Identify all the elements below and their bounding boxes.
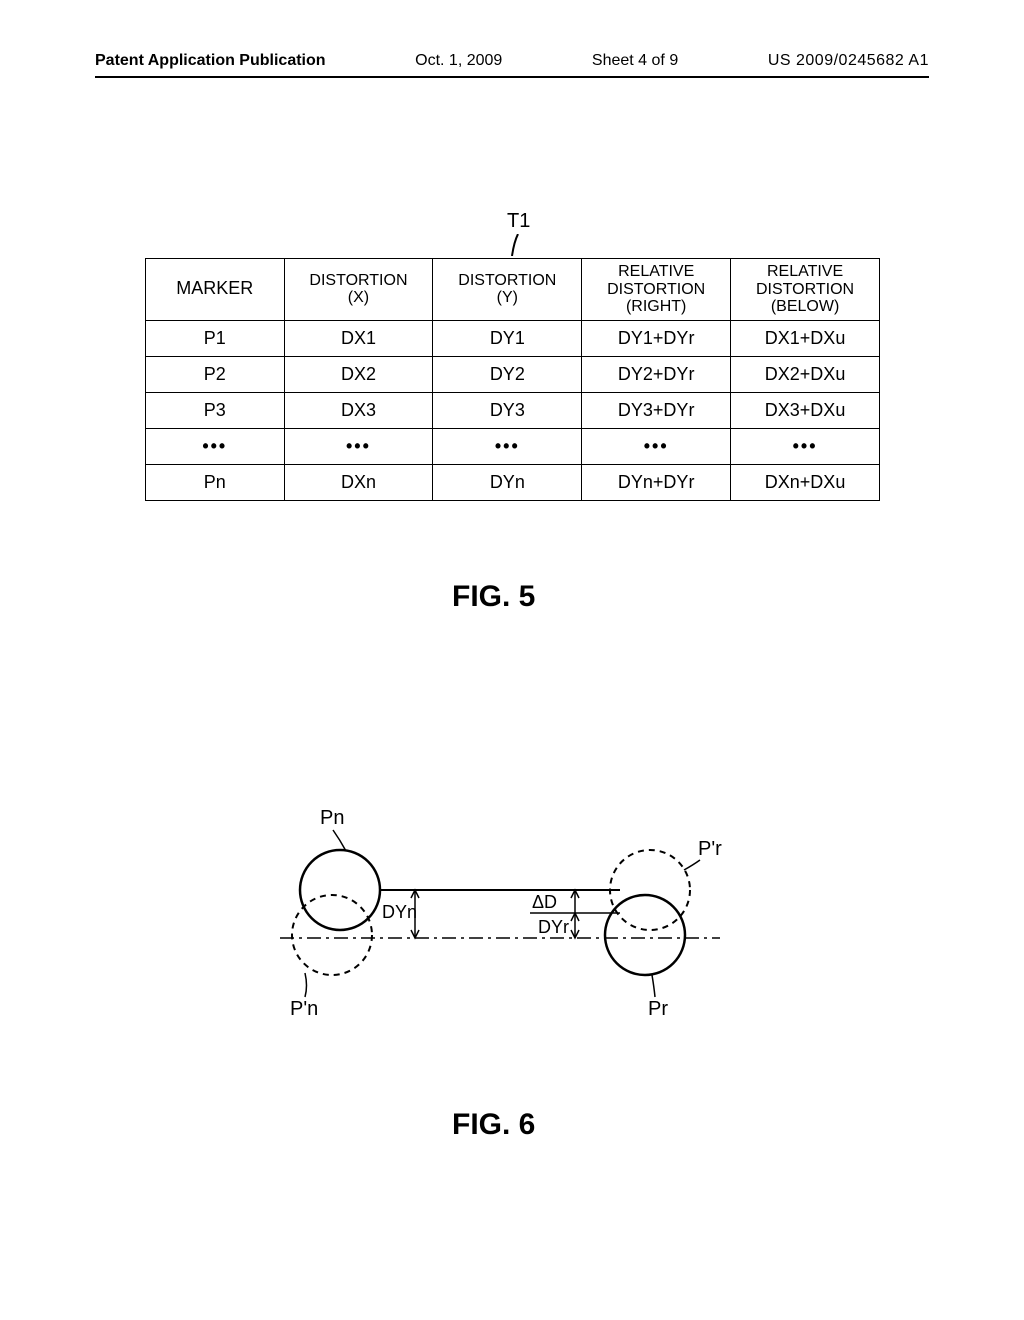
label-pr: Pr [648,998,668,1020]
marker-ppn-circle-icon [292,895,372,975]
leader-ppr-icon [684,860,700,870]
header-rule [95,76,929,78]
table-row: ••• ••• ••• ••• ••• [146,428,880,464]
figure-6-caption: FIG. 6 [452,1108,535,1142]
cell: DY1+DYr [582,320,731,356]
cell: DY3+DYr [582,392,731,428]
cell: DX1 [284,320,433,356]
cell: ••• [146,428,285,464]
col-relative-below: RELATIVE DISTORTION (BELOW) [731,259,880,321]
marker-pr-circle-icon [605,895,685,975]
label-dyn: DYn [382,902,417,922]
table-row: P1 DX1 DY1 DY1+DYr DX1+DXu [146,320,880,356]
sheet-number: Sheet 4 of 9 [592,52,678,70]
cell: DXn [284,464,433,500]
leader-pn-icon [333,830,346,851]
cell: DX3+DXu [731,392,880,428]
table-row: Pn DXn DYn DYn+DYr DXn+DXu [146,464,880,500]
cell: DX1+DXu [731,320,880,356]
label-ppr: P'r [698,838,722,860]
label-ppn: P'n [290,998,318,1020]
cell: DY2+DYr [582,356,731,392]
cell: DX2 [284,356,433,392]
header-row: Patent Application Publication Oct. 1, 2… [95,52,929,70]
page-header: Patent Application Publication Oct. 1, 2… [0,52,1024,78]
table-ref-label: T1 [507,210,530,233]
figure-6-diagram: Pn P'n DYn ΔD DYr P'r Pr [250,790,750,1040]
publication-title: Patent Application Publication [95,52,326,70]
cell: P3 [146,392,285,428]
cell: P2 [146,356,285,392]
label-dyr: DYr [538,917,569,937]
cell: DYn+DYr [582,464,731,500]
cell: DY1 [433,320,582,356]
table-header-row: MARKER DISTORTION (X) DISTORTION (Y) REL… [146,259,880,321]
cell: DY3 [433,392,582,428]
leader-ppn-icon [305,973,307,997]
cell: P1 [146,320,285,356]
cell: DX3 [284,392,433,428]
cell: DXn+DXu [731,464,880,500]
marker-ppr-circle-icon [610,850,690,930]
table-row: P3 DX3 DY3 DY3+DYr DX3+DXu [146,392,880,428]
cell: ••• [582,428,731,464]
distortion-table: MARKER DISTORTION (X) DISTORTION (Y) REL… [145,258,880,501]
table-ref-leader-icon [510,234,526,256]
col-marker: MARKER [146,259,285,321]
col-relative-right: RELATIVE DISTORTION (RIGHT) [582,259,731,321]
publication-number: US 2009/0245682 A1 [768,52,929,70]
cell: DX2+DXu [731,356,880,392]
cell: DYn [433,464,582,500]
table-row: P2 DX2 DY2 DY2+DYr DX2+DXu [146,356,880,392]
col-distortion-x: DISTORTION (X) [284,259,433,321]
figure-5-caption: FIG. 5 [452,580,535,614]
table-body: P1 DX1 DY1 DY1+DYr DX1+DXu P2 DX2 DY2 DY… [146,320,880,500]
col-distortion-y: DISTORTION (Y) [433,259,582,321]
cell: Pn [146,464,285,500]
publication-date: Oct. 1, 2009 [415,52,502,70]
cell: DY2 [433,356,582,392]
cell: ••• [731,428,880,464]
label-deltad: ΔD [532,892,557,912]
cell: ••• [433,428,582,464]
label-pn: Pn [320,807,344,829]
leader-pr-icon [652,975,655,997]
cell: ••• [284,428,433,464]
